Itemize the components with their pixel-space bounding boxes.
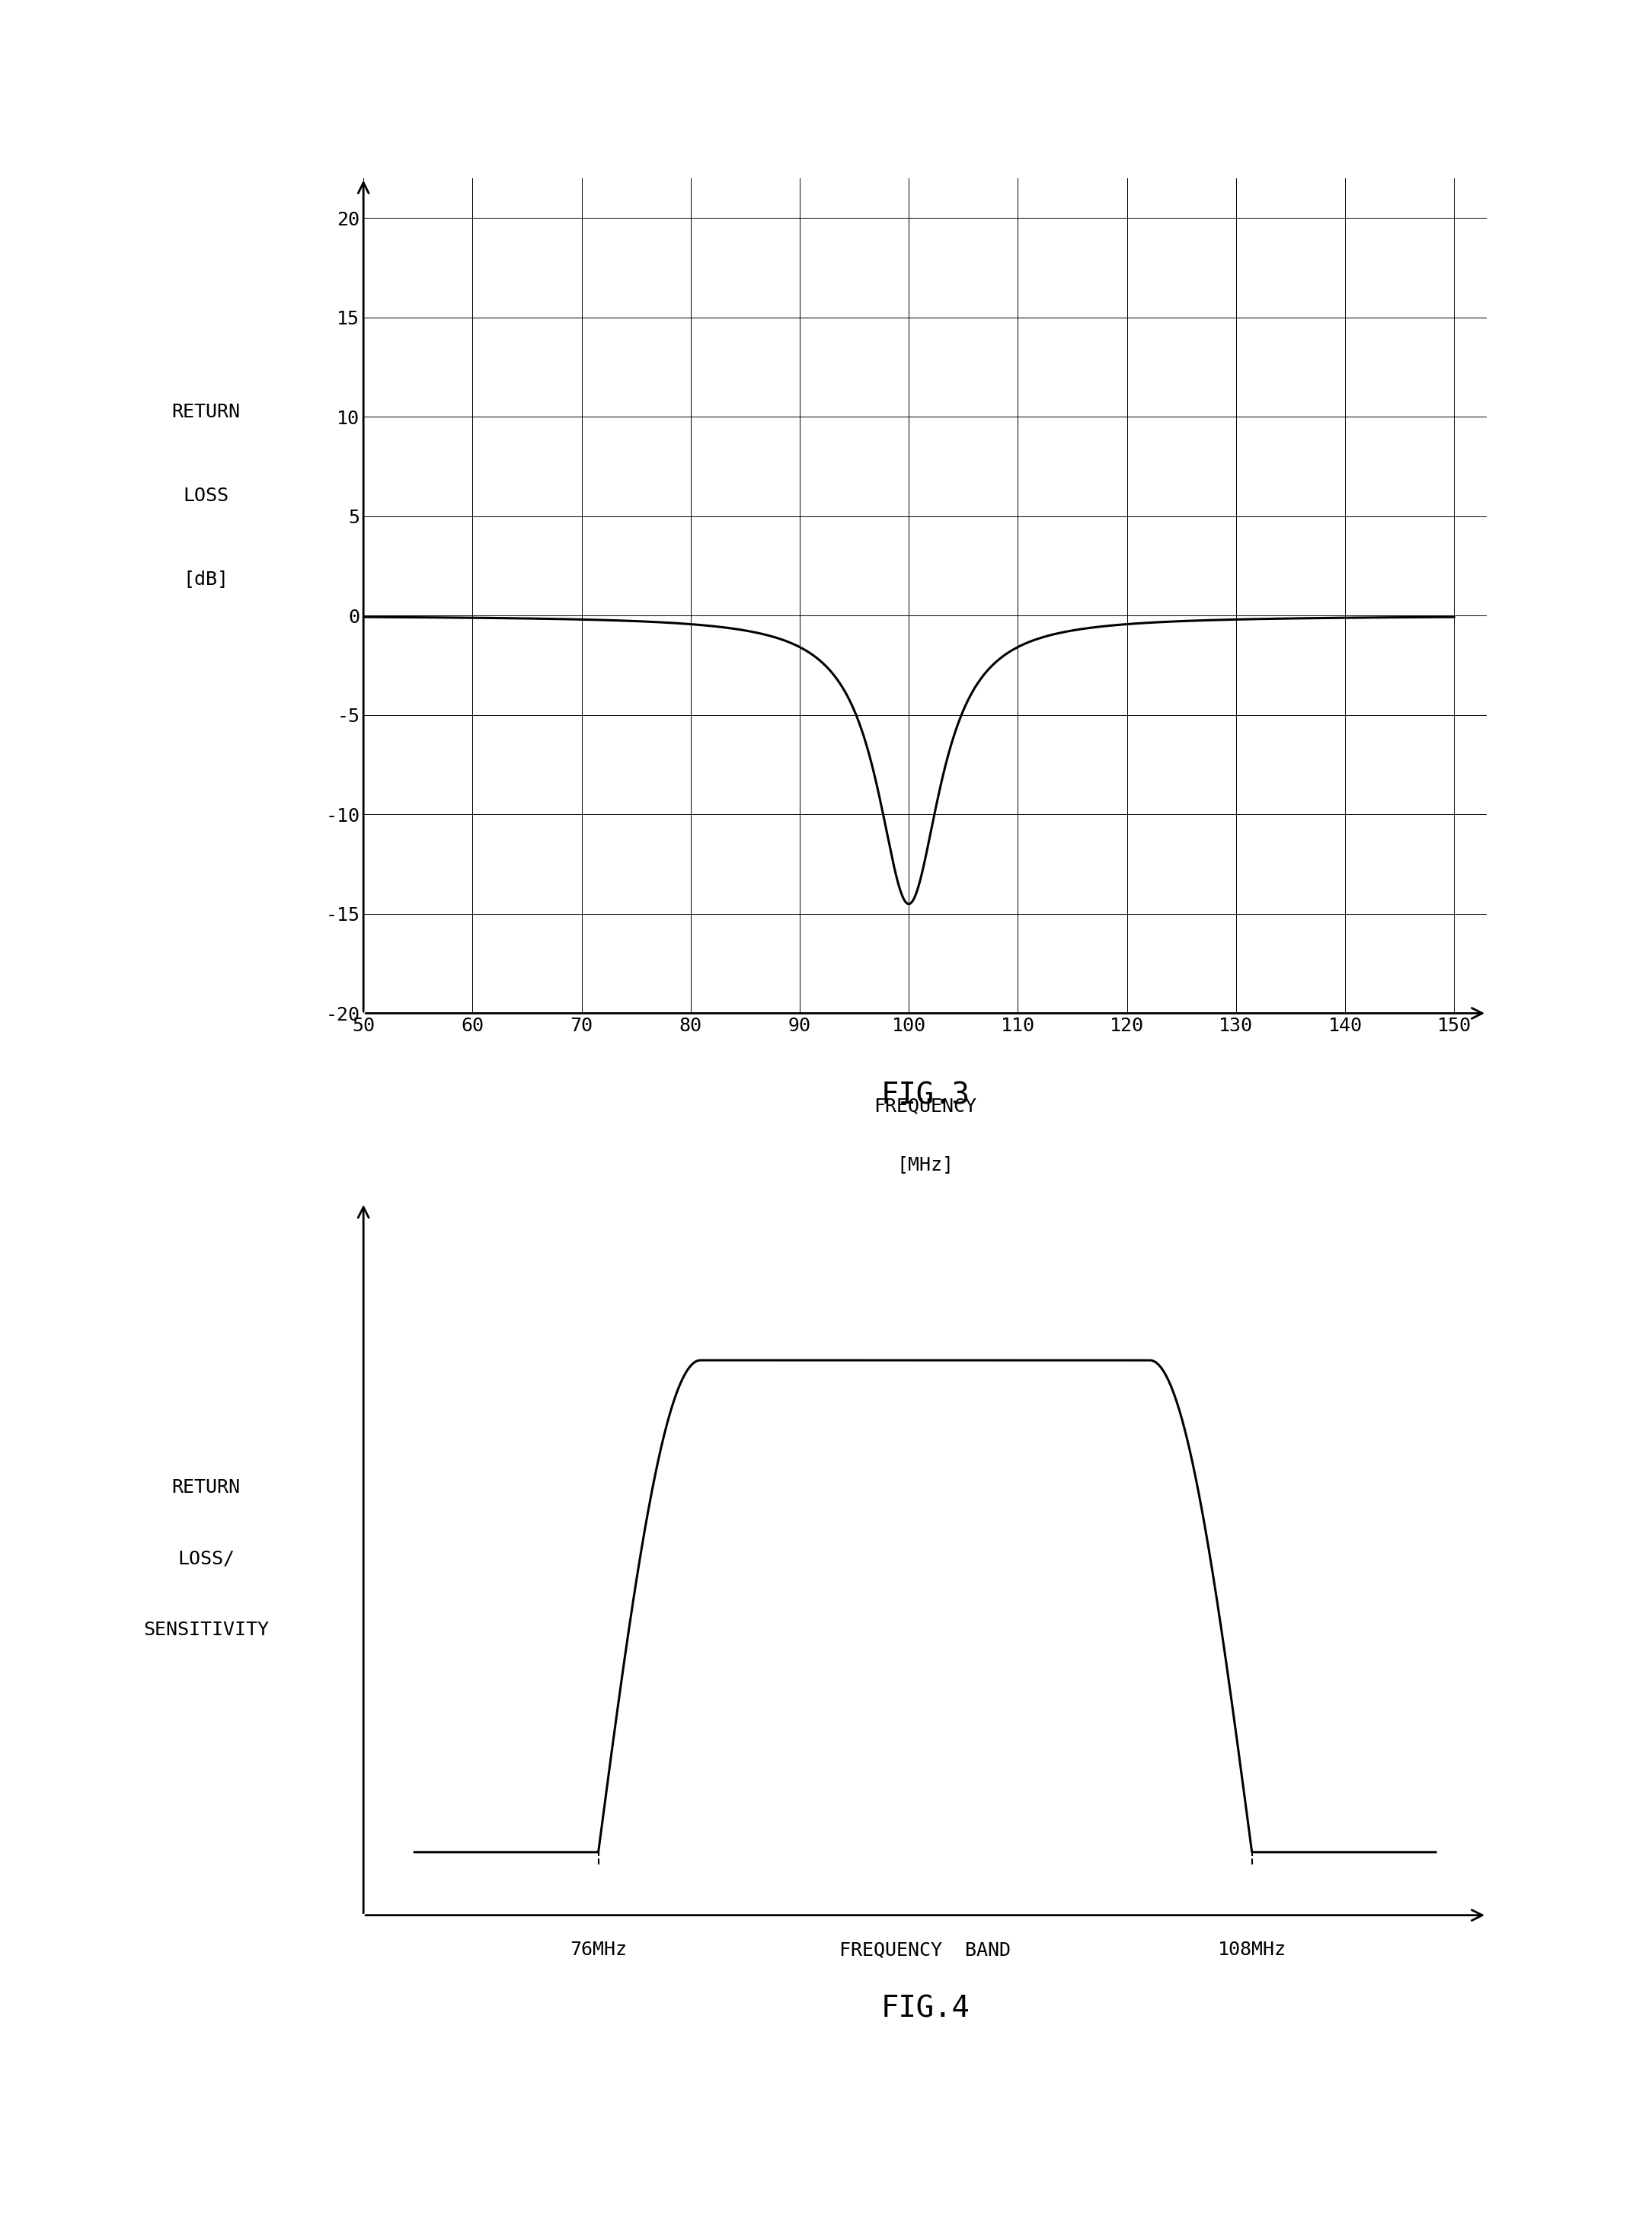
Text: FREQUENCY  BAND: FREQUENCY BAND	[839, 1940, 1011, 1960]
Text: 108MHz: 108MHz	[1218, 1940, 1287, 1960]
Text: [MHz]: [MHz]	[897, 1156, 953, 1174]
Text: [dB]: [dB]	[183, 570, 230, 588]
Text: SENSITIVITY: SENSITIVITY	[144, 1621, 269, 1639]
Text: FIG.3: FIG.3	[881, 1082, 970, 1109]
Text: FIG.4: FIG.4	[881, 1995, 970, 2022]
Text: LOSS: LOSS	[183, 485, 230, 506]
Text: LOSS/: LOSS/	[178, 1550, 235, 1568]
Text: RETURN: RETURN	[172, 1479, 241, 1497]
Text: FREQUENCY: FREQUENCY	[874, 1096, 976, 1116]
Text: RETURN: RETURN	[172, 403, 241, 421]
Text: 76MHz: 76MHz	[570, 1940, 626, 1960]
